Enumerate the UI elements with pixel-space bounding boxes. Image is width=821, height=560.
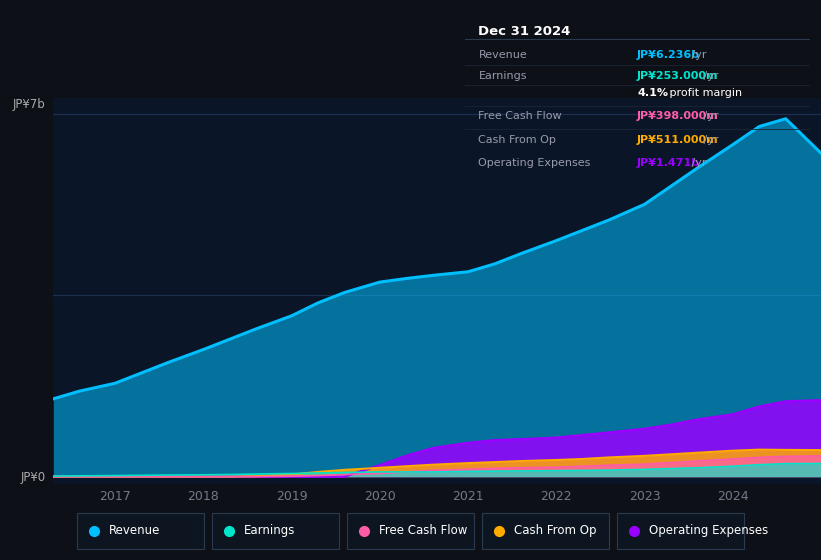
Text: Revenue: Revenue: [479, 50, 527, 60]
Text: Operating Expenses: Operating Expenses: [649, 524, 768, 537]
FancyBboxPatch shape: [617, 512, 745, 549]
Text: Earnings: Earnings: [479, 71, 527, 81]
Text: JP¥7b: JP¥7b: [13, 98, 46, 111]
Text: Cash From Op: Cash From Op: [479, 134, 557, 144]
Text: Cash From Op: Cash From Op: [514, 524, 597, 537]
FancyBboxPatch shape: [346, 512, 475, 549]
Text: JP¥253.000m: JP¥253.000m: [637, 71, 718, 81]
Text: Dec 31 2024: Dec 31 2024: [479, 25, 571, 38]
Text: /yr: /yr: [688, 50, 707, 60]
Text: /yr: /yr: [699, 71, 718, 81]
Text: Earnings: Earnings: [244, 524, 296, 537]
Text: JP¥6.236b: JP¥6.236b: [637, 50, 700, 60]
Text: Free Cash Flow: Free Cash Flow: [379, 524, 468, 537]
Text: JP¥398.000m: JP¥398.000m: [637, 111, 719, 122]
Text: /yr: /yr: [699, 134, 718, 144]
Text: JP¥0: JP¥0: [21, 472, 46, 484]
Text: JP¥511.000m: JP¥511.000m: [637, 134, 718, 144]
Text: Revenue: Revenue: [109, 524, 161, 537]
Text: Operating Expenses: Operating Expenses: [479, 158, 591, 168]
Text: /yr: /yr: [699, 111, 718, 122]
FancyBboxPatch shape: [482, 512, 609, 549]
Text: JP¥1.471b: JP¥1.471b: [637, 158, 700, 168]
Text: Free Cash Flow: Free Cash Flow: [479, 111, 562, 122]
FancyBboxPatch shape: [76, 512, 204, 549]
Text: profit margin: profit margin: [667, 88, 742, 99]
FancyBboxPatch shape: [212, 512, 339, 549]
Text: 4.1%: 4.1%: [637, 88, 668, 99]
Text: /yr: /yr: [688, 158, 707, 168]
